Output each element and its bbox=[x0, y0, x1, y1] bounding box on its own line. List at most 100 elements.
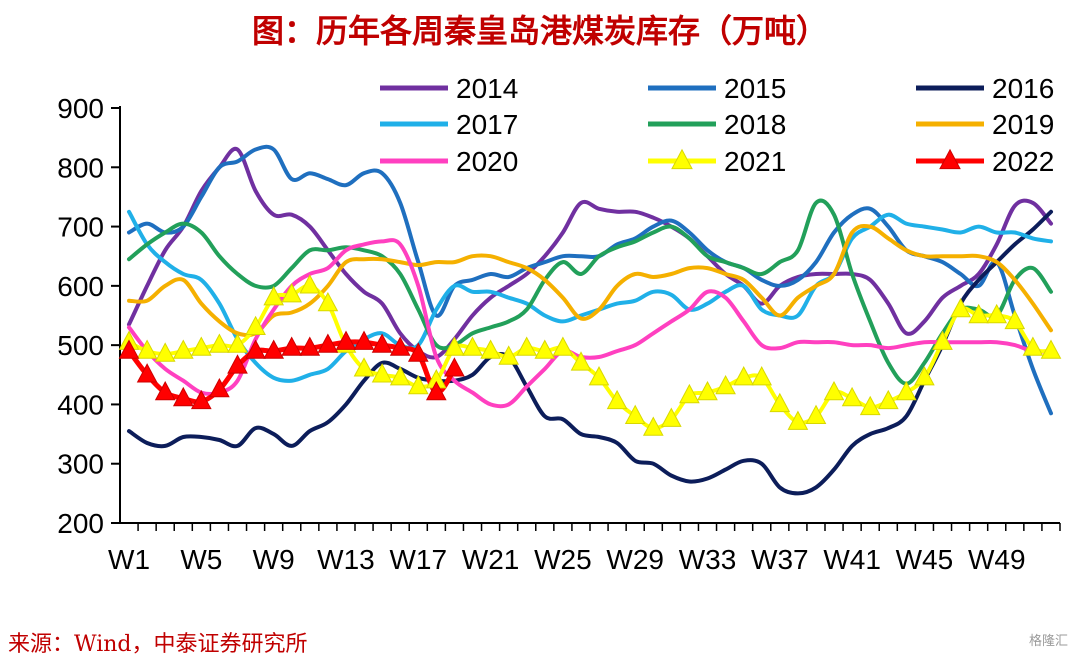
series-point-2021 bbox=[588, 366, 610, 386]
series-line-2017 bbox=[127, 209, 1053, 383]
chart-series-lines bbox=[126, 144, 1053, 496]
series-point-2021 bbox=[299, 274, 321, 294]
y-tick-label: 300 bbox=[57, 449, 104, 480]
legend-label-2018: 2018 bbox=[724, 109, 786, 140]
series-point-2022 bbox=[118, 339, 140, 359]
series-point-2021 bbox=[805, 404, 827, 424]
series-point-2022 bbox=[136, 363, 158, 383]
legend-marker-2021 bbox=[671, 148, 693, 170]
chart-title: 图：历年各周秦皇岛港煤炭库存（万吨） bbox=[251, 12, 828, 50]
chart-legend: 2014 2015 2016 2017 2018 2019 2020 2021 2022 bbox=[380, 73, 1054, 177]
series-point-2022 bbox=[154, 380, 176, 401]
series-point-2021 bbox=[480, 339, 501, 359]
series-point-2022 bbox=[389, 336, 411, 356]
y-tick-label: 600 bbox=[57, 271, 104, 302]
series-point-2021 bbox=[606, 389, 628, 410]
series-point-2021 bbox=[570, 351, 592, 371]
series-point-2021 bbox=[769, 392, 791, 413]
series-point-2021 bbox=[1040, 339, 1062, 359]
source-note: 来源：Wind，中泰证券研究所 bbox=[8, 632, 308, 657]
x-tick-label: W9 bbox=[253, 544, 295, 575]
series-point-2021 bbox=[516, 336, 538, 356]
series-point-2021 bbox=[859, 395, 881, 416]
series-point-2022 bbox=[245, 339, 266, 359]
legend-label-2020: 2020 bbox=[456, 146, 518, 177]
series-point-2021 bbox=[498, 345, 520, 365]
series-point-2022 bbox=[263, 339, 285, 359]
y-tick-label: 500 bbox=[57, 330, 104, 361]
series-point-2021 bbox=[136, 339, 158, 359]
series-point-2022 bbox=[299, 336, 321, 356]
series-point-2022 bbox=[190, 389, 212, 410]
legend-label-2017: 2017 bbox=[456, 109, 518, 140]
series-point-2022 bbox=[172, 386, 194, 407]
series-point-2021 bbox=[932, 330, 953, 350]
series-point-2022 bbox=[281, 336, 303, 356]
series-point-2021 bbox=[642, 416, 664, 436]
y-tick-label: 900 bbox=[57, 93, 104, 124]
watermark-logo: 格隆汇 bbox=[1028, 634, 1068, 649]
series-point-2021 bbox=[444, 336, 465, 356]
series-point-2021 bbox=[751, 366, 773, 386]
chart-series-markers bbox=[118, 274, 1062, 436]
series-point-2021 bbox=[950, 297, 971, 318]
series-point-2021 bbox=[624, 404, 646, 424]
series-point-2021 bbox=[697, 380, 718, 401]
series-point-2022 bbox=[209, 377, 230, 398]
series-point-2021 bbox=[733, 366, 755, 386]
x-tick-label: W45 bbox=[896, 544, 954, 575]
series-point-2021 bbox=[895, 380, 917, 401]
legend-label-2016: 2016 bbox=[992, 73, 1054, 104]
series-point-2021 bbox=[877, 389, 899, 410]
chart-axes: 200 300 400 500 600 700 800 900 W1 W5 W9 W13 W17 W21 W… bbox=[57, 93, 1061, 575]
legend-label-2021: 2021 bbox=[724, 146, 786, 177]
series-point-2021 bbox=[1022, 336, 1044, 356]
series-point-2021 bbox=[263, 286, 285, 306]
y-tick-label: 700 bbox=[57, 212, 104, 243]
series-point-2022 bbox=[353, 330, 375, 350]
series-point-2022 bbox=[371, 333, 393, 353]
series-point-2021 bbox=[552, 336, 574, 356]
series-point-2021 bbox=[534, 339, 556, 359]
series-point-2021 bbox=[172, 339, 194, 359]
series-point-2022 bbox=[425, 380, 447, 401]
series-point-2021 bbox=[715, 374, 736, 395]
x-tick-label: W5 bbox=[180, 544, 222, 575]
series-point-2021 bbox=[914, 366, 935, 386]
series-point-2022 bbox=[444, 357, 465, 377]
series-point-2021 bbox=[389, 366, 411, 386]
series-point-2021 bbox=[462, 336, 483, 356]
series-point-2021 bbox=[986, 303, 1008, 324]
series-point-2021 bbox=[227, 333, 248, 353]
series-point-2021 bbox=[281, 283, 303, 303]
series-point-2021 bbox=[841, 386, 863, 407]
series-point-2021 bbox=[245, 315, 266, 335]
series-line-2016 bbox=[127, 209, 1053, 496]
x-tick-label: W33 bbox=[679, 544, 737, 575]
x-tick-label: W41 bbox=[823, 544, 881, 575]
x-tick-label: W37 bbox=[751, 544, 809, 575]
series-point-2021 bbox=[317, 291, 339, 312]
series-line-2019 bbox=[127, 223, 1053, 338]
series-point-2021 bbox=[968, 303, 990, 324]
series-point-2021 bbox=[1004, 309, 1026, 330]
legend-marker-2022 bbox=[939, 148, 961, 170]
series-point-2021 bbox=[679, 383, 700, 404]
x-tick-label: W13 bbox=[317, 544, 375, 575]
series-line-2015 bbox=[127, 144, 1053, 416]
series-point-2021 bbox=[787, 410, 809, 430]
series-point-2021 bbox=[407, 374, 429, 395]
legend-label-2014: 2014 bbox=[456, 73, 518, 104]
series-point-2021 bbox=[660, 407, 682, 427]
series-point-2022 bbox=[227, 354, 248, 374]
series-point-2022 bbox=[335, 330, 357, 350]
series-point-2021 bbox=[190, 336, 212, 356]
x-tick-label: W21 bbox=[462, 544, 520, 575]
series-line-2018 bbox=[127, 198, 1053, 386]
legend-label-2015: 2015 bbox=[724, 73, 786, 104]
series-point-2022 bbox=[317, 333, 339, 353]
y-tick-label: 200 bbox=[57, 508, 104, 539]
x-tick-label: W17 bbox=[389, 544, 447, 575]
x-tick-label: W25 bbox=[534, 544, 592, 575]
